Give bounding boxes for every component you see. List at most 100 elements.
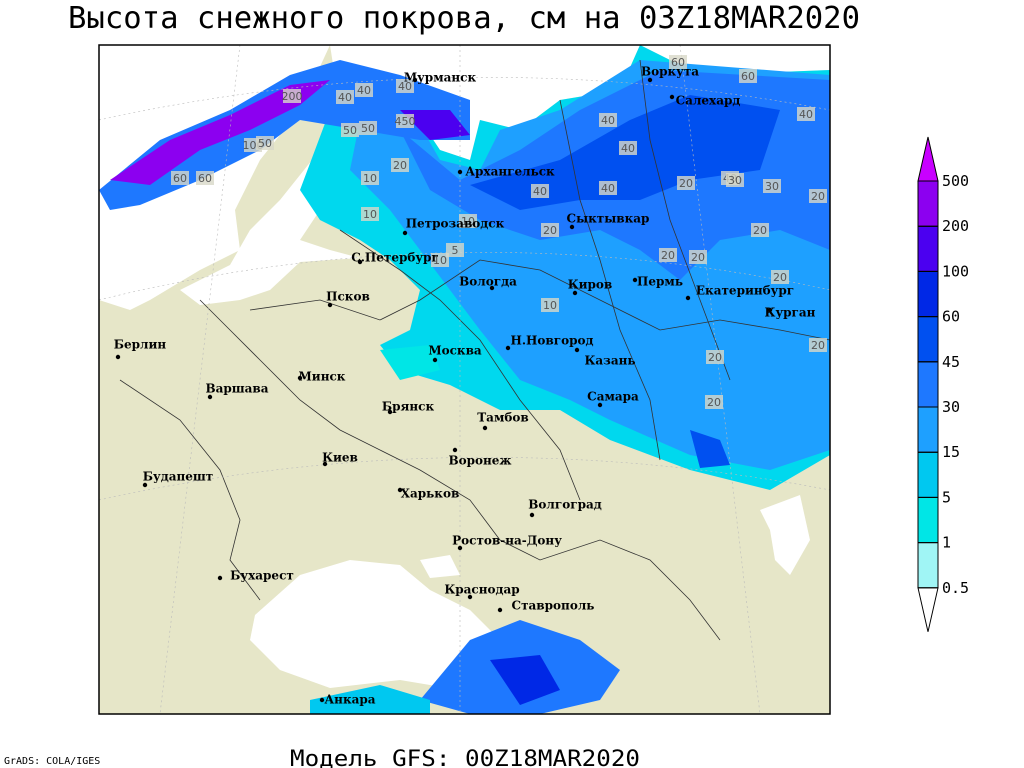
contour-label-box bbox=[726, 173, 744, 187]
contour-label: 10 bbox=[543, 299, 557, 312]
city-label: Архангельск bbox=[465, 165, 555, 179]
legend-label: 1 bbox=[942, 534, 951, 552]
city-dot bbox=[207, 394, 213, 400]
city-label: Сыктывкар bbox=[567, 212, 650, 226]
contour-label-box bbox=[531, 184, 549, 198]
contour-label: 20 bbox=[773, 271, 787, 284]
city-dot bbox=[452, 447, 458, 453]
city-dot bbox=[319, 697, 325, 703]
city-label: Н.Новгород bbox=[511, 334, 594, 348]
contour-label: 450 bbox=[395, 115, 416, 128]
city-dot bbox=[142, 482, 148, 488]
city-dot bbox=[327, 302, 333, 308]
contour-label: 60 bbox=[198, 172, 212, 185]
city-dot bbox=[529, 512, 535, 518]
contour-label-box bbox=[171, 171, 189, 185]
contour-label-box bbox=[771, 270, 789, 284]
legend-band bbox=[917, 270, 939, 318]
contour-label: 40 bbox=[601, 182, 615, 195]
legend-band bbox=[917, 180, 939, 227]
legend-label: 0.5 bbox=[942, 579, 969, 597]
contour-label: 20 bbox=[691, 251, 705, 264]
contour-label-box bbox=[391, 158, 409, 172]
contour-label: 50 bbox=[361, 122, 375, 135]
city-dot bbox=[457, 169, 463, 175]
city-label: Мурманск bbox=[404, 71, 477, 85]
city-dot bbox=[505, 345, 511, 351]
city-dot bbox=[669, 94, 675, 100]
city-dot bbox=[569, 224, 575, 230]
city-dot bbox=[432, 357, 438, 363]
contour-label: 30 bbox=[728, 174, 742, 187]
city-label: Екатеринбург bbox=[696, 284, 794, 298]
contour-label-box bbox=[283, 89, 301, 103]
contour-label: 10 bbox=[363, 172, 377, 185]
city-dot bbox=[322, 461, 328, 467]
city-dot bbox=[597, 402, 603, 408]
city-dot bbox=[647, 77, 653, 83]
contour-label-box bbox=[396, 114, 414, 128]
contour-label-box bbox=[359, 121, 377, 135]
city-label: Петрозаводск bbox=[406, 217, 505, 231]
city-dot bbox=[387, 409, 393, 415]
city-label: Самара bbox=[587, 390, 639, 404]
contour-label: 20 bbox=[543, 224, 557, 237]
city-label: Анкара bbox=[324, 693, 375, 707]
contour-label: 20 bbox=[753, 224, 767, 237]
contour-label: 40 bbox=[533, 185, 547, 198]
contour-label: 20 bbox=[393, 159, 407, 172]
city-dot bbox=[574, 347, 580, 353]
contour-label: 50 bbox=[258, 137, 272, 150]
contour-label: 200 bbox=[282, 90, 303, 103]
city-dot bbox=[357, 259, 363, 265]
city-label: Краснодар bbox=[444, 583, 519, 597]
contour-label: 40 bbox=[398, 80, 412, 93]
contour-label: 40 bbox=[621, 142, 635, 155]
city-label: Волгоград bbox=[528, 498, 601, 512]
contour-label: 20 bbox=[708, 351, 722, 364]
legend-label: 500 bbox=[942, 172, 969, 190]
contour-label-box bbox=[446, 243, 464, 257]
credit: GrADS: COLA/IGES bbox=[4, 756, 100, 767]
contour-label: 10 bbox=[433, 254, 447, 267]
city-label: Харьков bbox=[401, 487, 460, 501]
city-label: Воронеж bbox=[448, 454, 511, 468]
contour-label: 40 bbox=[799, 108, 813, 121]
contour-label-box bbox=[809, 189, 827, 203]
city-dot bbox=[467, 594, 473, 600]
city-label: Казань bbox=[584, 354, 635, 368]
city-label: Салехард bbox=[676, 94, 741, 108]
city-label: Курган bbox=[765, 306, 816, 320]
contour-label: 40 bbox=[601, 114, 615, 127]
contour-label-box bbox=[355, 83, 373, 97]
contour-label: 10 bbox=[363, 208, 377, 221]
city-dot bbox=[489, 285, 495, 291]
contour-label: 5 bbox=[452, 244, 459, 257]
contour-label-box bbox=[256, 136, 274, 150]
city-label: Тамбов bbox=[477, 411, 528, 425]
legend-triangle bbox=[917, 136, 939, 182]
contour-label: 60 bbox=[173, 172, 187, 185]
map-frame bbox=[98, 44, 831, 715]
contour-label: 20 bbox=[811, 339, 825, 352]
contour-label-box bbox=[677, 176, 695, 190]
city-label: Бухарест bbox=[230, 569, 294, 583]
city-label: Псков bbox=[326, 290, 370, 304]
contour-label-box bbox=[341, 123, 359, 137]
city-dot bbox=[402, 230, 408, 236]
legend-band bbox=[917, 225, 939, 272]
contour-label: 60 bbox=[671, 56, 685, 69]
legend-band bbox=[917, 361, 939, 408]
city-dot bbox=[632, 277, 638, 283]
map bbox=[99, 45, 830, 714]
city-label: Москва bbox=[428, 344, 482, 358]
contour-label-box bbox=[706, 350, 724, 364]
contour-label-box bbox=[809, 338, 827, 352]
city-dot bbox=[412, 77, 418, 83]
city-dot bbox=[497, 607, 503, 613]
legend-label: 30 bbox=[942, 398, 960, 416]
city-label: Ставрополь bbox=[512, 599, 595, 613]
